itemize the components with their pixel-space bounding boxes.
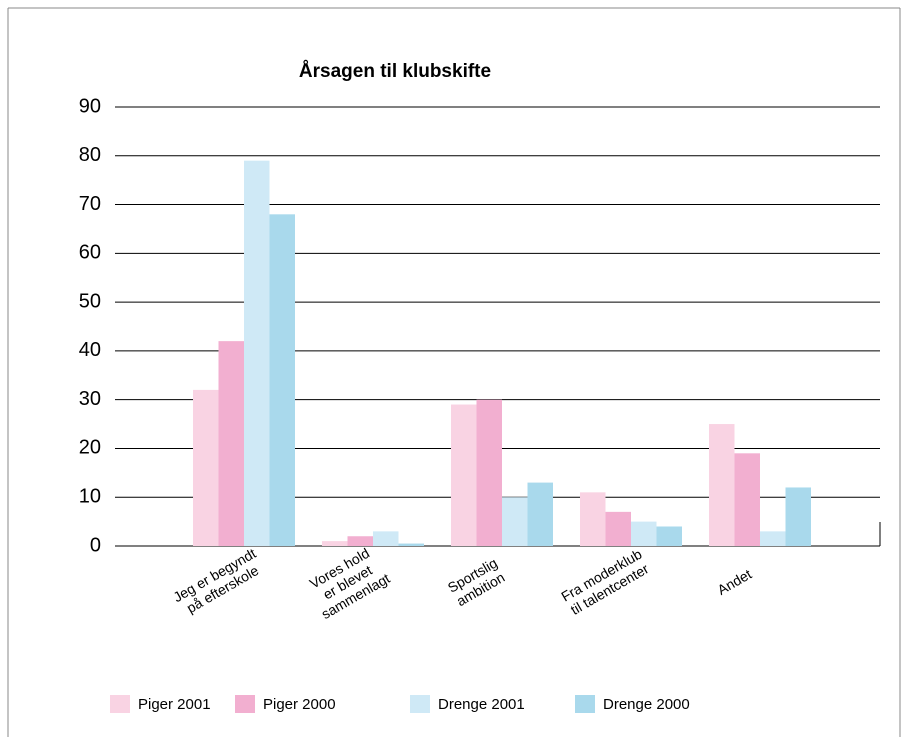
y-tick-label: 50 (79, 290, 101, 312)
bar (502, 497, 528, 546)
legend-swatch (235, 695, 255, 713)
legend-swatch (575, 695, 595, 713)
x-tick-label: Fra moderklubtil talentcenter (558, 545, 652, 618)
bar (244, 160, 270, 546)
bar (785, 487, 811, 546)
y-tick-label: 10 (79, 486, 101, 508)
x-tick-label: Jeg er begyndtpå efterskole (170, 545, 266, 619)
bar (709, 424, 735, 546)
bar (218, 341, 244, 546)
bar (656, 526, 682, 546)
bar (527, 482, 553, 546)
y-tick-label: 70 (79, 193, 101, 215)
bar (322, 541, 348, 546)
bar (451, 404, 477, 546)
bar (760, 531, 786, 546)
x-tick-label: Andet (715, 566, 755, 598)
legend-swatch (410, 695, 430, 713)
legend-label: Drenge 2001 (438, 696, 525, 713)
bar (269, 214, 295, 547)
y-tick-label: 0 (90, 534, 101, 556)
y-tick-label: 30 (79, 388, 101, 410)
y-tick-label: 60 (79, 242, 101, 264)
x-tick-label: Vores holder blevetsammenlagt (302, 542, 392, 622)
y-tick-label: 40 (79, 339, 101, 361)
legend-swatch (110, 695, 130, 713)
bar (580, 492, 606, 546)
bar (734, 453, 760, 546)
chart-title: Årsagen til klubskifte (299, 61, 491, 82)
legend-label: Piger 2000 (263, 696, 336, 713)
y-tick-label: 90 (79, 95, 101, 117)
bar (631, 521, 657, 546)
bar (476, 399, 502, 546)
legend-label: Piger 2001 (138, 696, 211, 713)
bar (605, 511, 631, 546)
bar (373, 531, 399, 546)
y-tick-label: 20 (79, 437, 101, 459)
legend-label: Drenge 2000 (603, 696, 690, 713)
bar (193, 389, 219, 546)
y-tick-label: 80 (79, 144, 101, 166)
bar (347, 536, 373, 546)
x-tick-label: Sportsligambition (445, 554, 508, 609)
bar (398, 543, 424, 546)
